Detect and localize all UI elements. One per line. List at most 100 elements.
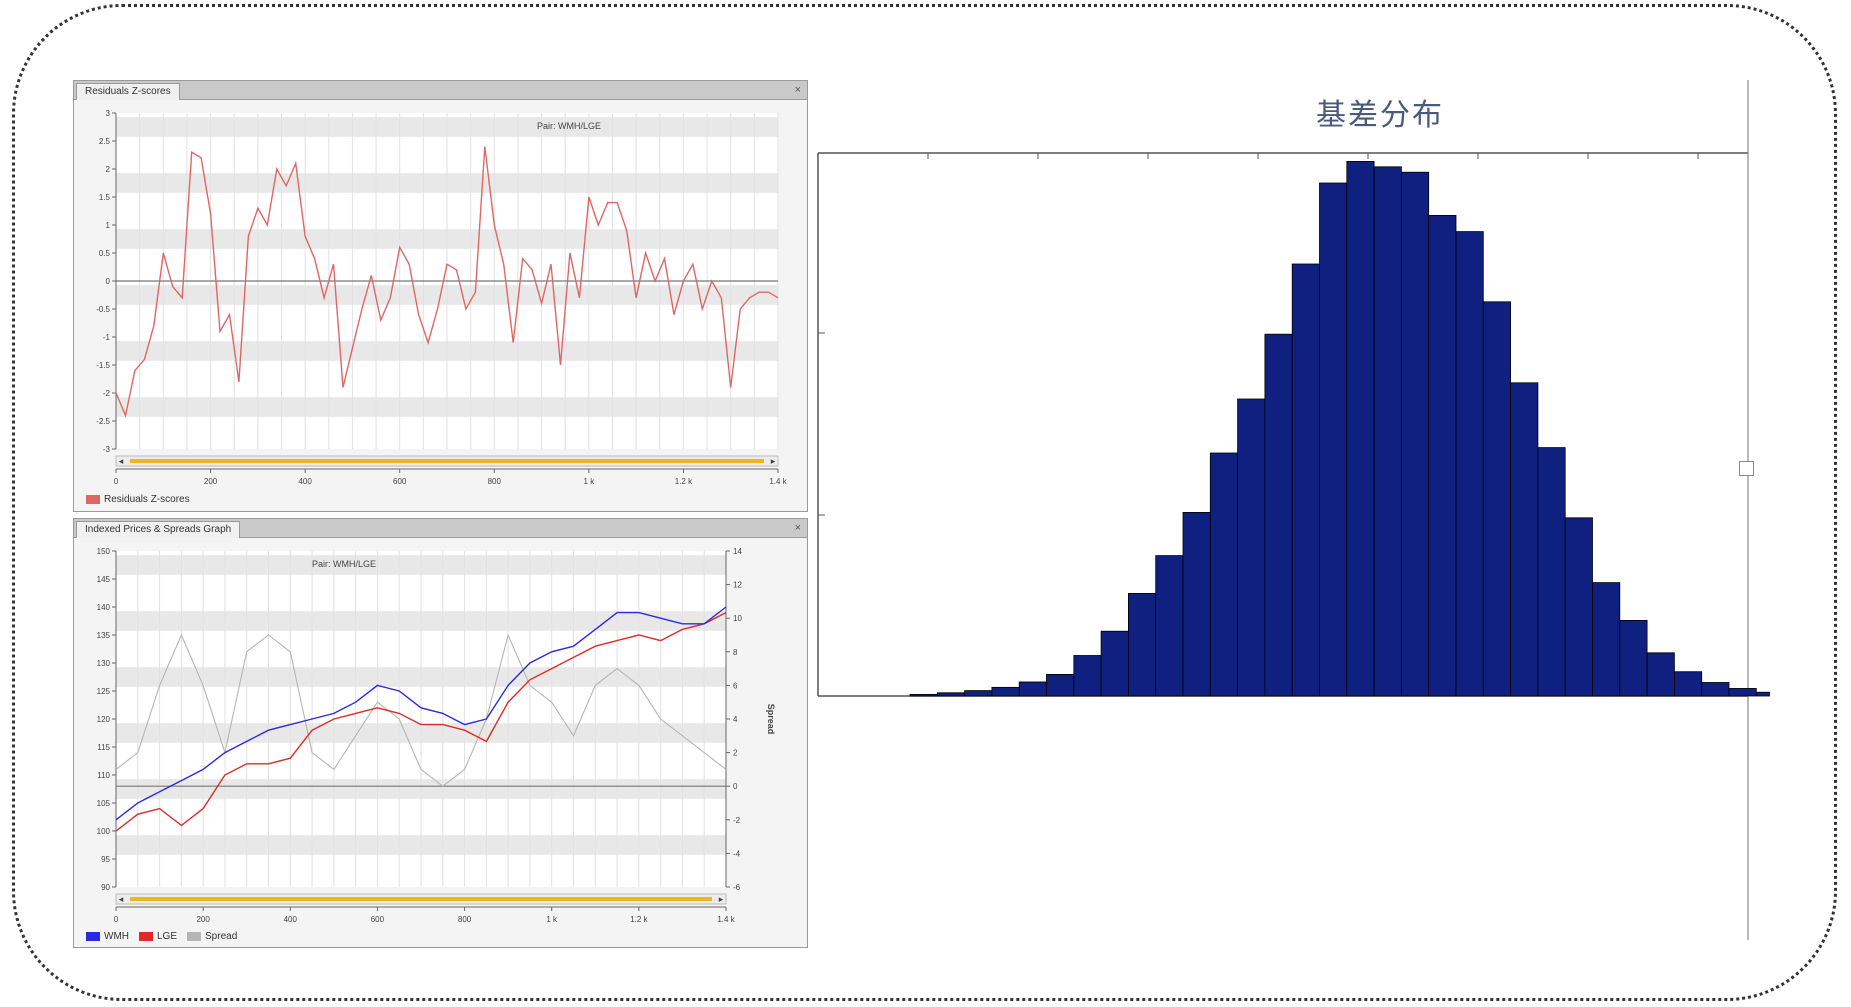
histogram-bar xyxy=(1674,671,1703,697)
y2-tick-label: 10 xyxy=(733,614,742,623)
y-tick-label: -0.5 xyxy=(96,305,110,314)
resize-handle[interactable] xyxy=(1739,461,1754,476)
x-tick-label: 400 xyxy=(298,477,312,486)
y2-tick-label: -6 xyxy=(733,883,741,892)
histogram-bar xyxy=(909,693,938,697)
x-tick-label: 600 xyxy=(393,477,407,486)
histogram-bar xyxy=(1073,655,1102,697)
histogram-bar xyxy=(1455,231,1484,697)
legend-label-wmh: WMH xyxy=(104,931,129,942)
x-tick-label: 0 xyxy=(114,477,119,486)
histogram-bar xyxy=(1755,691,1770,697)
x-tick-label: 1.2 k xyxy=(675,477,693,486)
residuals-panel: Residuals Z-scores × 3 2.5 2 1.5 1 0.5 0 -0.5 -1… xyxy=(73,80,808,512)
histogram-bar xyxy=(1291,263,1320,697)
y2-tick-label: 4 xyxy=(733,715,738,724)
histogram-bar xyxy=(1728,688,1757,697)
y-tick-label: 1.5 xyxy=(99,193,111,202)
series-line-residuals-z-scores xyxy=(115,146,779,418)
histogram-bar xyxy=(1537,447,1566,697)
y-tick-label: 0 xyxy=(106,277,111,286)
histogram-bar xyxy=(1401,171,1430,697)
series-line-lge xyxy=(115,611,727,832)
close-icon[interactable]: × xyxy=(794,522,801,534)
y-tick-label: -3 xyxy=(103,445,111,454)
y-tick-label: 3 xyxy=(106,109,111,118)
tab-residuals[interactable]: Residuals Z-scores xyxy=(76,83,180,100)
y2-axis-label: Spread xyxy=(766,704,776,735)
legend-label-lge: LGE xyxy=(157,931,178,942)
y-tick-label: 0.5 xyxy=(99,249,111,258)
histogram-bar xyxy=(1428,214,1457,697)
prices-chart: 1501451401351301251201151101051009590141… xyxy=(97,547,776,924)
x-tick-label: 1.4 k xyxy=(717,915,735,924)
y-tick-label: 100 xyxy=(97,827,111,836)
legend-label-spread: Spread xyxy=(205,931,238,942)
y-tick-label: 135 xyxy=(97,631,111,640)
close-icon[interactable]: × xyxy=(794,84,801,96)
histogram-bar xyxy=(1482,301,1511,697)
y-tick-label: 90 xyxy=(101,883,110,892)
histogram-bar xyxy=(1182,511,1211,697)
histogram-bar xyxy=(1264,333,1293,697)
histogram-bar xyxy=(1346,161,1375,697)
legend-swatch-lge xyxy=(139,932,153,941)
y2-tick-label: 8 xyxy=(733,648,738,657)
histogram-bar xyxy=(1646,652,1675,697)
scroll-right-arrow: ▸ xyxy=(771,456,776,466)
y-tick-label: 95 xyxy=(101,855,110,864)
legend-swatch xyxy=(86,495,100,504)
histogram-bar xyxy=(964,690,993,697)
x-tick-label: 1.4 k xyxy=(769,477,787,486)
chart-title: Pair: WMH/LGE xyxy=(312,559,376,569)
legend-swatch-spread xyxy=(187,932,202,941)
y2-tick-label: -2 xyxy=(733,816,741,825)
scrollbar-thumb xyxy=(130,459,764,463)
dotted-frame xyxy=(12,4,1837,1001)
histogram-bar xyxy=(1701,682,1730,697)
y-tick-label: 2.5 xyxy=(99,137,111,146)
y-tick-label: 120 xyxy=(97,715,111,724)
legend-swatch-wmh xyxy=(86,932,100,941)
y2-tick-label: -4 xyxy=(733,849,741,858)
y-tick-label: -2 xyxy=(103,389,111,398)
series-line-wmh xyxy=(115,606,727,821)
y2-tick-label: 12 xyxy=(733,581,742,590)
x-tick-label: 400 xyxy=(284,915,298,924)
tab-prices[interactable]: Indexed Prices & Spreads Graph xyxy=(76,521,241,538)
chart-title: Pair: WMH/LGE xyxy=(537,121,601,131)
histogram-bar xyxy=(1373,166,1402,697)
scroll-left-arrow: ◂ xyxy=(119,456,124,466)
y2-tick-label: 6 xyxy=(733,681,738,690)
prices-tabbar: Indexed Prices & Spreads Graph × xyxy=(74,519,807,538)
histogram-title: 基差分布 xyxy=(1316,98,1444,133)
y2-tick-label: 2 xyxy=(733,749,738,758)
x-tick-label: 200 xyxy=(196,915,210,924)
histogram-bar xyxy=(1100,630,1129,697)
series-line-spread xyxy=(115,633,727,787)
histogram-bar xyxy=(991,686,1020,697)
y-tick-label: -2.5 xyxy=(96,417,110,426)
x-tick-label: 0 xyxy=(114,915,119,924)
prices-panel: Indexed Prices & Spreads Graph × 150 145 1… xyxy=(73,518,808,948)
residuals-tabbar: Residuals Z-scores × xyxy=(74,81,807,100)
histogram-bar xyxy=(1209,452,1238,697)
prices-legend: WMH LGE Spread xyxy=(86,931,237,942)
histogram-bar xyxy=(1237,398,1266,697)
x-tick-label: 800 xyxy=(488,477,502,486)
histogram-bar xyxy=(936,692,966,697)
y-tick-label: 140 xyxy=(97,603,111,612)
histogram-bar xyxy=(1018,681,1047,697)
y2-tick-label: 0 xyxy=(733,782,738,791)
y-tick-label: 145 xyxy=(97,575,111,584)
histogram-bar xyxy=(1592,582,1621,697)
legend-label-residuals: Residuals Z-scores xyxy=(104,494,190,505)
scroll-left-arrow: ◂ xyxy=(119,894,124,904)
y-tick-label: 105 xyxy=(97,799,111,808)
histogram-bar xyxy=(1155,555,1184,697)
histogram-bar xyxy=(1319,182,1348,697)
y-tick-label: 125 xyxy=(97,687,111,696)
scrollbar-thumb xyxy=(130,897,712,901)
scroll-right-arrow: ▸ xyxy=(719,894,724,904)
y-tick-label: 1 xyxy=(106,221,111,230)
